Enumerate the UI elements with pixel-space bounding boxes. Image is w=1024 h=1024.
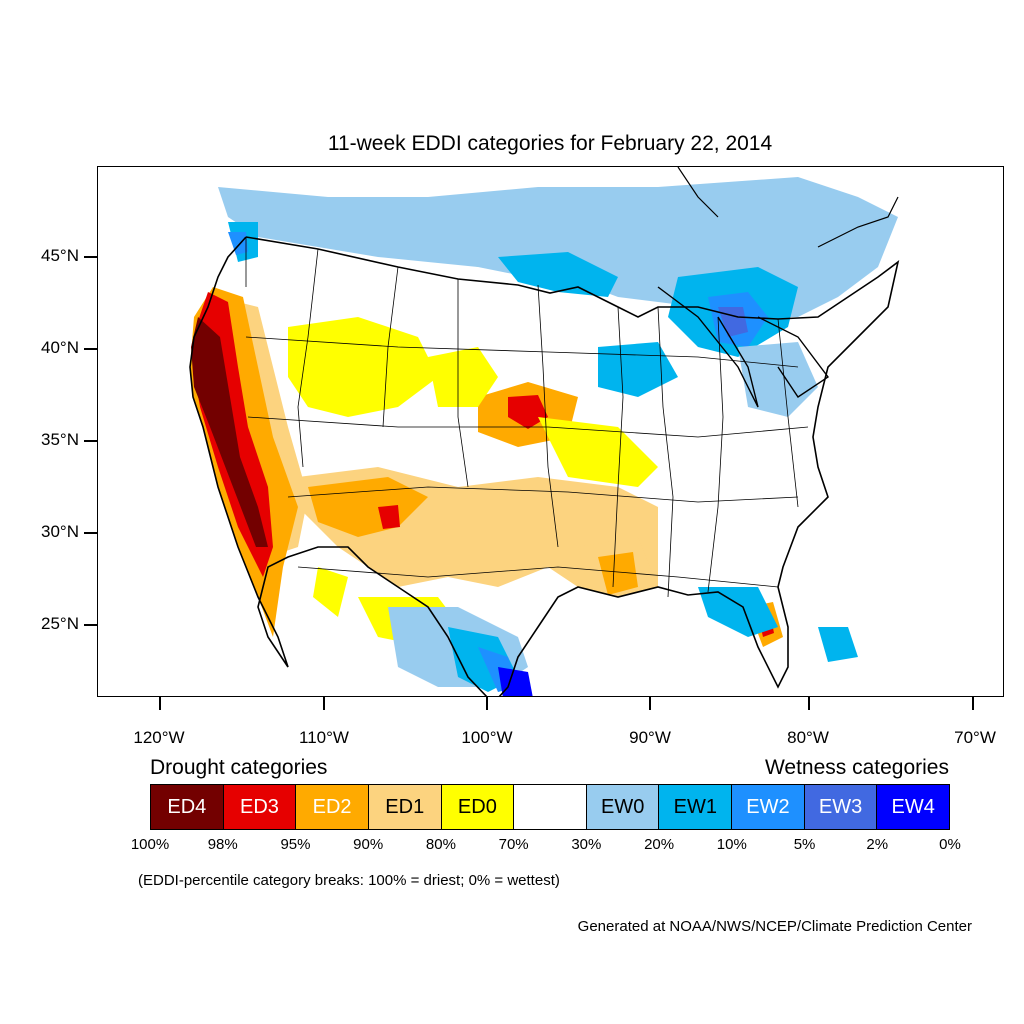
category-legend: ED4 ED3 ED2 ED1 ED0 EW0 EW1 EW2 EW3 EW4 xyxy=(150,784,950,830)
lon-tick xyxy=(323,697,325,710)
map-title: 11-week EDDI categories for February 22,… xyxy=(327,132,773,155)
category-region xyxy=(538,417,658,487)
legend-swatch: ED3 xyxy=(223,785,297,829)
category-region xyxy=(508,395,548,429)
break-label: 70% xyxy=(498,836,529,853)
eddi-map xyxy=(97,166,1004,697)
lon-tick xyxy=(808,697,810,710)
boundary-line xyxy=(287,486,799,503)
legend-swatch: ED4 xyxy=(151,785,224,829)
boundary-line xyxy=(297,566,779,588)
category-region xyxy=(698,587,778,637)
boundary-line xyxy=(457,279,469,488)
break-label: 2% xyxy=(866,836,889,853)
lat-label-25: 25°N xyxy=(41,614,79,633)
lat-tick xyxy=(84,624,97,626)
legend-swatch: EW0 xyxy=(586,785,660,829)
category-region xyxy=(598,552,638,595)
lat-tick xyxy=(84,256,97,258)
break-label: 30% xyxy=(571,836,602,853)
break-label: 80% xyxy=(425,836,456,853)
category-region xyxy=(378,505,400,529)
lat-tick xyxy=(84,440,97,442)
category-region xyxy=(228,232,248,255)
boundary-line xyxy=(657,306,674,598)
boundary-layer xyxy=(189,167,900,696)
boundary-line xyxy=(612,306,624,588)
lat-tick xyxy=(84,348,97,350)
boundary-line xyxy=(247,416,809,438)
boundary-line xyxy=(707,316,724,593)
category-region xyxy=(191,317,268,547)
lon-tick xyxy=(159,697,161,710)
lon-label-110: 110°W xyxy=(299,728,349,747)
lat-tick xyxy=(84,532,97,534)
lat-label-30: 30°N xyxy=(41,522,79,541)
lon-label-80: 80°W xyxy=(787,728,829,747)
boundary-line xyxy=(677,167,719,218)
legend-swatch: ED1 xyxy=(368,785,442,829)
lat-label-35: 35°N xyxy=(41,430,79,449)
break-label: 20% xyxy=(644,836,675,853)
break-label: 90% xyxy=(353,836,384,853)
us-map-canvas xyxy=(189,167,900,696)
boundary-line xyxy=(297,248,319,468)
lon-label-70: 70°W xyxy=(954,728,996,747)
boundary-line xyxy=(537,284,559,548)
legend-swatch: EW4 xyxy=(877,785,950,829)
category-region xyxy=(498,252,618,297)
boundary-line xyxy=(817,196,899,248)
wetness-categories-title: Wetness categories xyxy=(764,756,949,779)
lat-label-40: 40°N xyxy=(41,338,79,357)
break-label: 100% xyxy=(130,836,170,853)
boundary-line xyxy=(657,286,759,408)
drought-categories-title: Drought categories xyxy=(150,756,328,779)
break-label: 98% xyxy=(207,836,238,853)
boundary-line xyxy=(189,236,900,696)
category-region xyxy=(738,342,818,417)
boundary-line xyxy=(757,316,830,398)
category-region xyxy=(428,347,498,407)
legend-swatch: ED0 xyxy=(441,785,515,829)
category-break-note: (EDDI-percentile category breaks: 100% =… xyxy=(138,872,560,889)
lat-label-45: 45°N xyxy=(41,246,79,265)
boundary-line xyxy=(382,266,399,428)
break-label: 10% xyxy=(716,836,747,853)
legend-swatch: EW3 xyxy=(804,785,878,829)
lon-label-90: 90°W xyxy=(629,728,671,747)
break-label: 5% xyxy=(793,836,816,853)
lon-label-100: 100°W xyxy=(461,728,513,747)
legend-swatch: ED2 xyxy=(296,785,369,829)
legend-swatch: EW2 xyxy=(732,785,805,829)
credit-line: Generated at NOAA/NWS/NCEP/Climate Predi… xyxy=(577,918,972,935)
category-region xyxy=(313,567,348,617)
lon-label-120: 120°W xyxy=(133,728,185,747)
category-region xyxy=(818,627,858,662)
boundary-line xyxy=(245,336,799,368)
legend-swatch: EW1 xyxy=(659,785,733,829)
break-label: 0% xyxy=(939,836,961,853)
break-label: 95% xyxy=(280,836,311,853)
lon-tick xyxy=(649,697,651,710)
legend-swatch xyxy=(514,785,587,829)
boundary-line xyxy=(777,318,799,508)
lon-tick xyxy=(486,697,488,710)
lon-tick xyxy=(972,697,974,710)
